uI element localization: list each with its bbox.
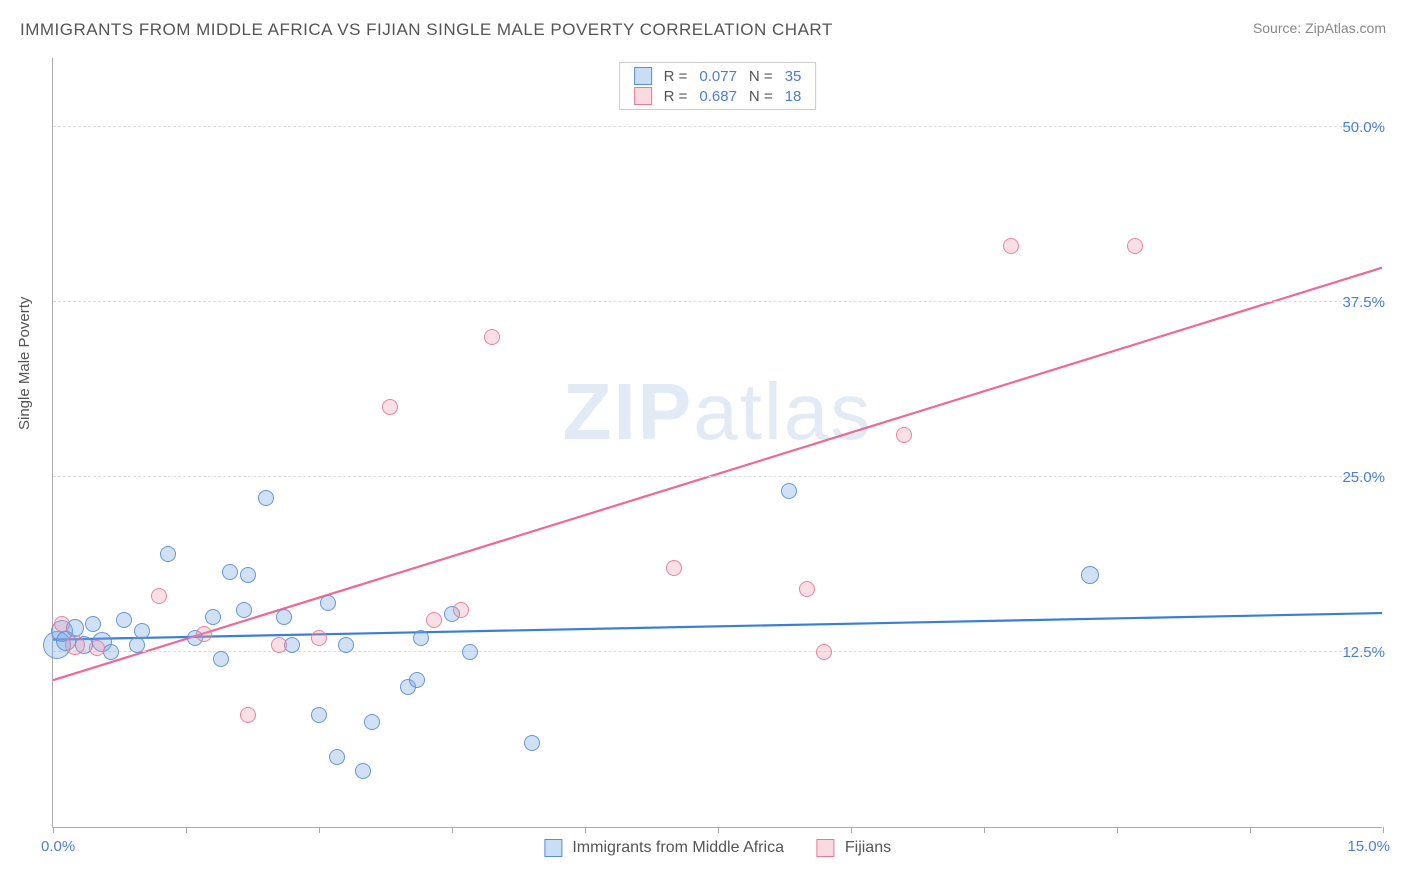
- x-tick: [186, 827, 187, 833]
- x-tick: [585, 827, 586, 833]
- data-point-blue: [320, 595, 336, 611]
- data-point-pink: [896, 427, 912, 443]
- y-tick-label: 50.0%: [1325, 119, 1385, 136]
- y-tick-label: 25.0%: [1325, 469, 1385, 486]
- data-point-blue: [462, 644, 478, 660]
- data-point-pink: [54, 616, 70, 632]
- watermark: ZIPatlas: [563, 366, 872, 458]
- data-point-pink: [240, 707, 256, 723]
- x-tick: [319, 827, 320, 833]
- data-point-blue: [258, 490, 274, 506]
- gridline: [53, 301, 1382, 302]
- data-point-blue: [524, 735, 540, 751]
- source-link[interactable]: ZipAtlas.com: [1305, 20, 1386, 36]
- legend-item-pink: Fijians: [816, 839, 891, 856]
- data-point-pink: [484, 329, 500, 345]
- data-point-blue: [134, 623, 150, 639]
- data-point-pink: [271, 637, 287, 653]
- y-axis-label: Single Male Poverty: [16, 297, 33, 430]
- chart-title: IMMIGRANTS FROM MIDDLE AFRICA VS FIJIAN …: [20, 20, 833, 40]
- data-point-pink: [426, 612, 442, 628]
- source-prefix: Source:: [1253, 20, 1305, 36]
- n-label: N =: [743, 86, 779, 106]
- x-tick: [718, 827, 719, 833]
- data-point-blue: [240, 567, 256, 583]
- data-point-blue: [276, 609, 292, 625]
- data-point-blue: [364, 714, 380, 730]
- legend-row-pink: R = 0.687 N = 18: [628, 86, 808, 106]
- n-value-blue: 35: [779, 66, 808, 86]
- regression-line-blue: [53, 613, 1382, 640]
- data-point-blue: [311, 707, 327, 723]
- series-legend: Immigrants from Middle Africa Fijians: [530, 839, 905, 857]
- data-point-pink: [65, 635, 85, 655]
- data-point-blue: [1081, 566, 1099, 584]
- n-value-pink: 18: [779, 86, 808, 106]
- swatch-blue-icon: [544, 839, 562, 857]
- gridline: [53, 126, 1382, 127]
- data-point-blue: [413, 630, 429, 646]
- data-point-pink: [666, 560, 682, 576]
- data-point-blue: [338, 637, 354, 653]
- plot-area: ZIPatlas R = 0.077 N = 35 R = 0.687 N = …: [52, 58, 1382, 828]
- legend-item-blue: Immigrants from Middle Africa: [544, 839, 789, 856]
- correlation-legend: R = 0.077 N = 35 R = 0.687 N = 18: [619, 62, 817, 110]
- data-point-pink: [816, 644, 832, 660]
- x-tick: [53, 827, 54, 833]
- r-value-blue: 0.077: [693, 66, 743, 86]
- data-point-blue: [129, 637, 145, 653]
- swatch-blue-icon: [634, 67, 652, 85]
- data-point-blue: [160, 546, 176, 562]
- data-point-pink: [89, 640, 105, 656]
- data-point-pink: [151, 588, 167, 604]
- x-tick: [851, 827, 852, 833]
- data-point-blue: [205, 609, 221, 625]
- data-point-blue: [213, 651, 229, 667]
- x-tick: [452, 827, 453, 833]
- y-tick-label: 12.5%: [1325, 644, 1385, 661]
- data-point-blue: [222, 564, 238, 580]
- n-label: N =: [743, 66, 779, 86]
- data-point-pink: [311, 630, 327, 646]
- x-tick: [1383, 827, 1384, 833]
- series-name-blue: Immigrants from Middle Africa: [572, 839, 784, 856]
- watermark-rest: atlas: [693, 367, 872, 456]
- data-point-pink: [382, 399, 398, 415]
- r-value-pink: 0.687: [693, 86, 743, 106]
- series-name-pink: Fijians: [845, 839, 891, 856]
- data-point-pink: [453, 602, 469, 618]
- x-tick: [984, 827, 985, 833]
- r-label: R =: [658, 86, 694, 106]
- x-axis-max-label: 15.0%: [1347, 838, 1390, 855]
- source-attribution: Source: ZipAtlas.com: [1253, 20, 1386, 36]
- data-point-blue: [116, 612, 132, 628]
- data-point-pink: [799, 581, 815, 597]
- swatch-pink-icon: [634, 87, 652, 105]
- data-point-blue: [329, 749, 345, 765]
- data-point-blue: [85, 616, 101, 632]
- data-point-pink: [1127, 238, 1143, 254]
- r-label: R =: [658, 66, 694, 86]
- data-point-pink: [196, 626, 212, 642]
- data-point-blue: [355, 763, 371, 779]
- x-tick: [1250, 827, 1251, 833]
- data-point-blue: [236, 602, 252, 618]
- data-point-blue: [409, 672, 425, 688]
- legend-row-blue: R = 0.077 N = 35: [628, 66, 808, 86]
- watermark-bold: ZIP: [563, 367, 693, 456]
- x-tick: [1117, 827, 1118, 833]
- regression-line-pink: [53, 268, 1382, 680]
- swatch-pink-icon: [816, 839, 834, 857]
- gridline: [53, 651, 1382, 652]
- gridline: [53, 476, 1382, 477]
- data-point-blue: [781, 483, 797, 499]
- x-axis-min-label: 0.0%: [41, 838, 75, 855]
- data-point-pink: [1003, 238, 1019, 254]
- y-tick-label: 37.5%: [1325, 294, 1385, 311]
